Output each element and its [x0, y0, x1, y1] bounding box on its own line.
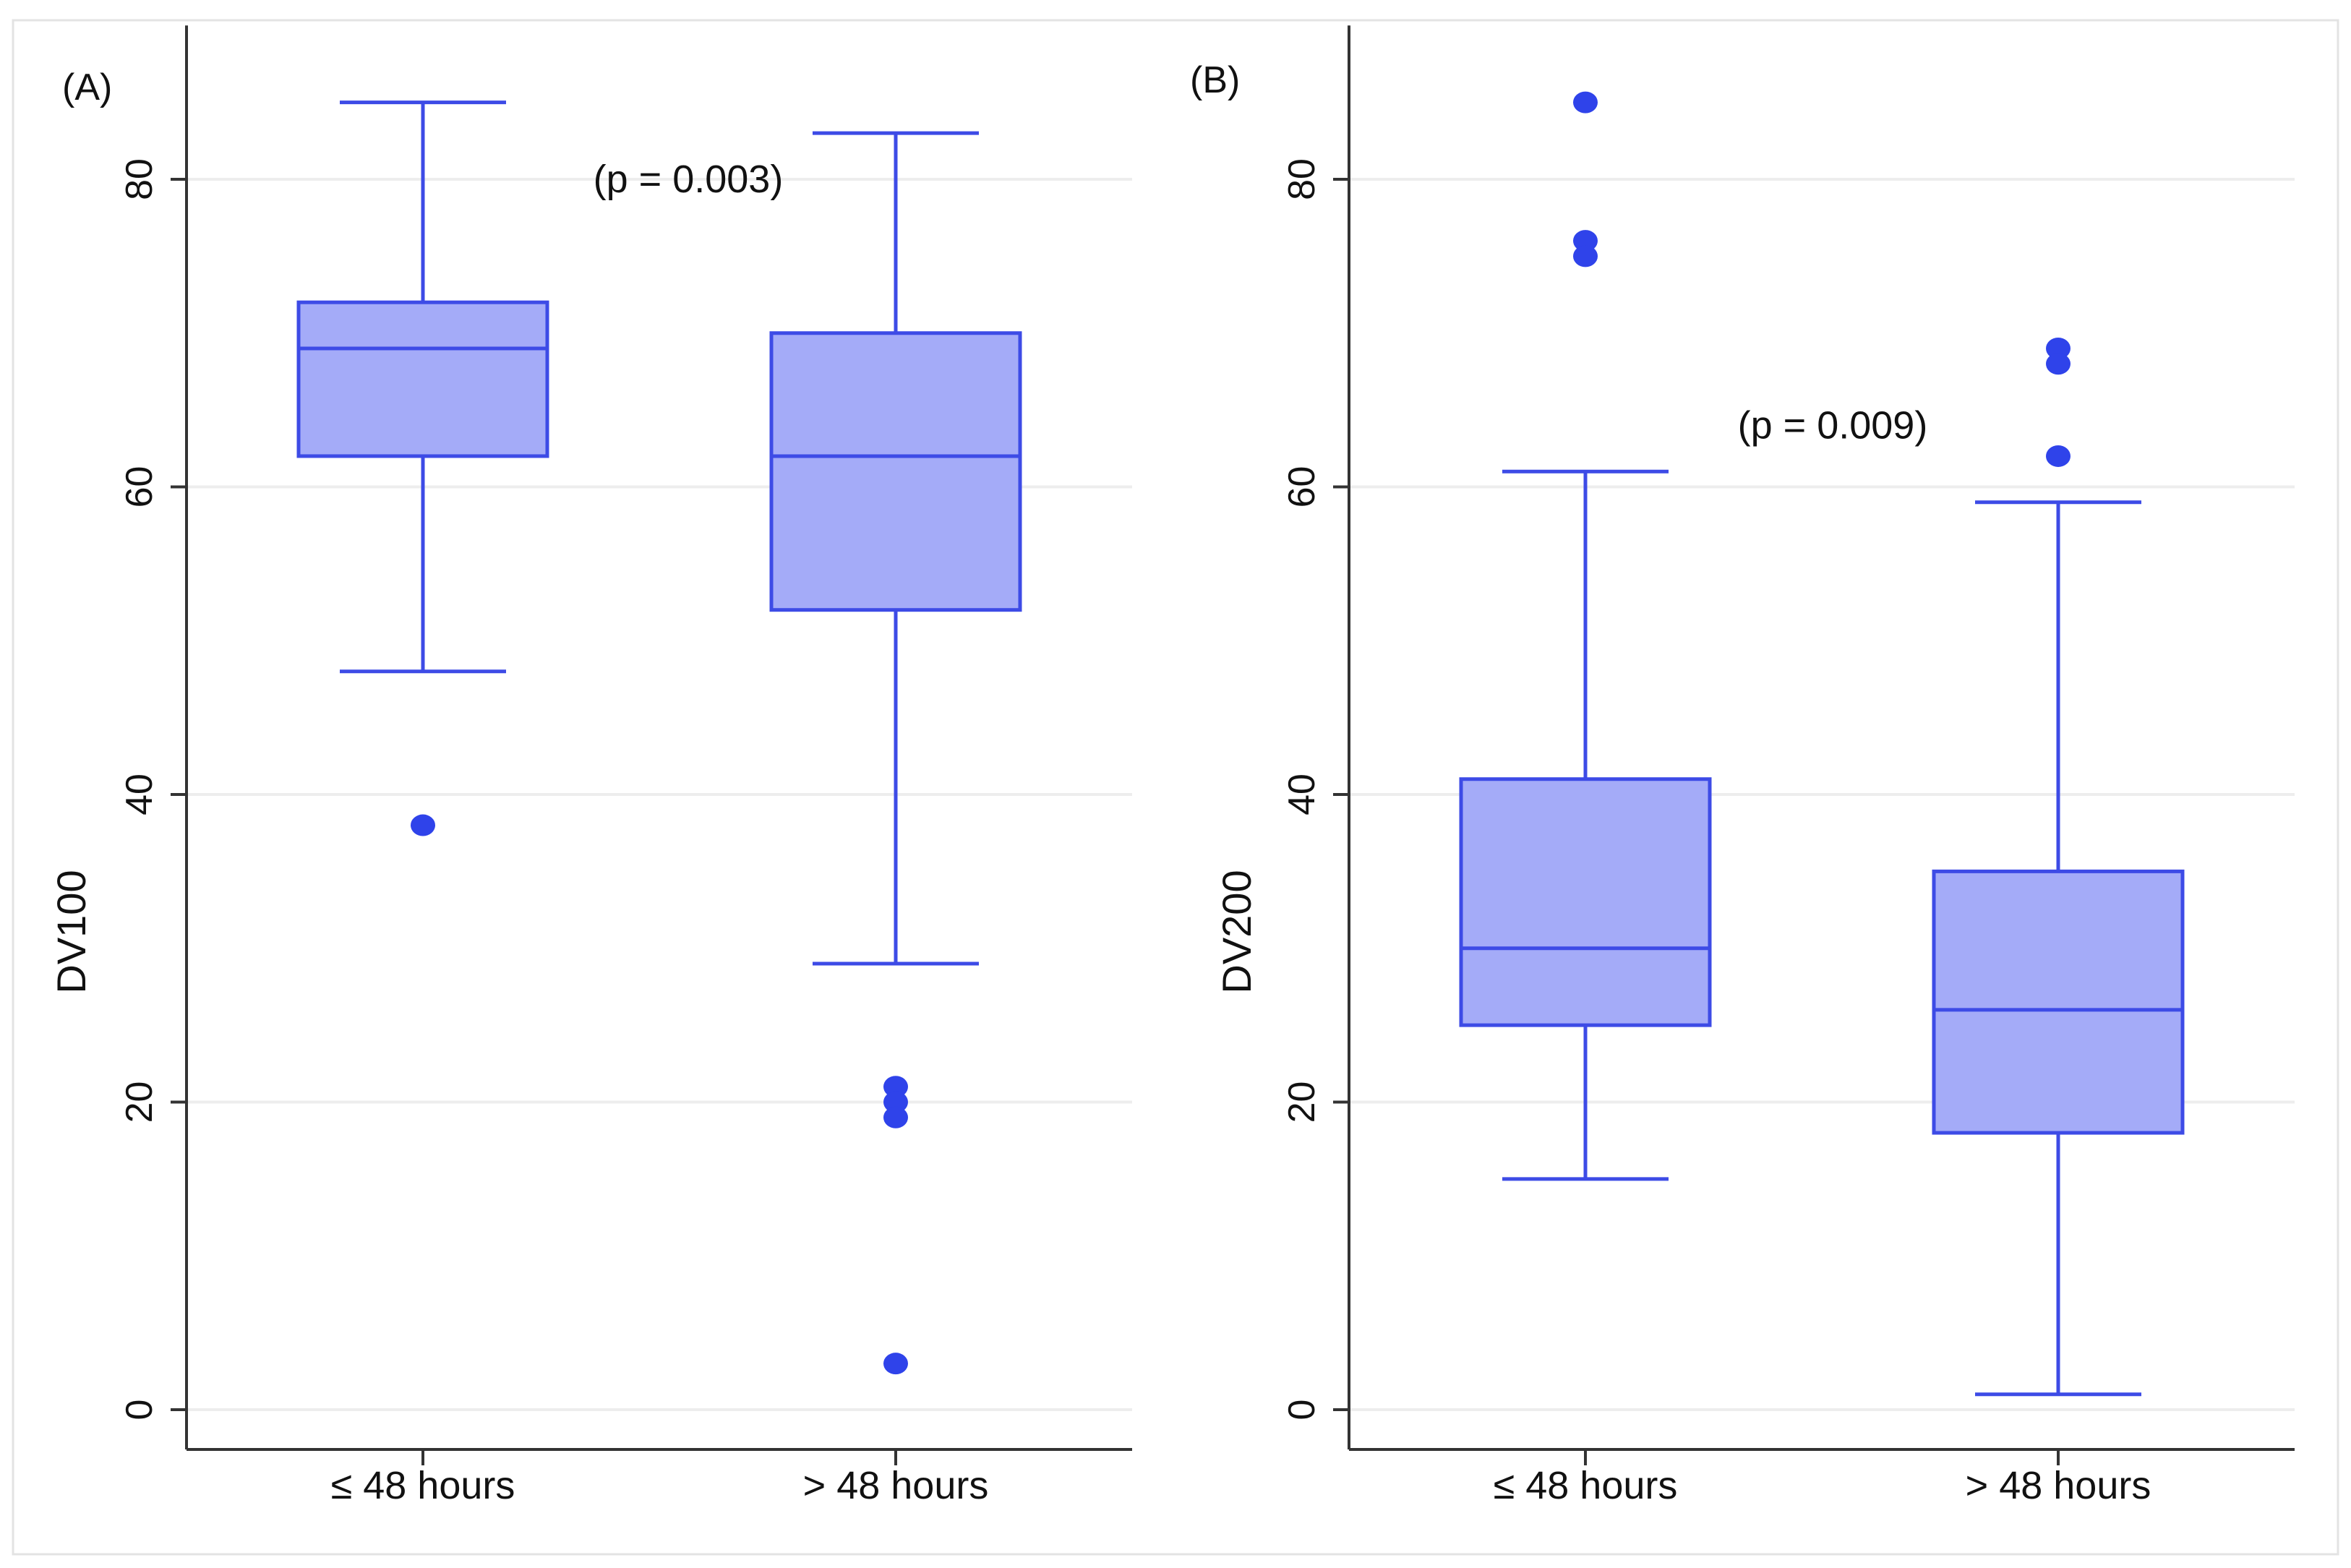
y-tick-label: 60	[119, 466, 160, 508]
y-axis-title: DV100	[48, 870, 94, 993]
y-tick-label: 20	[1281, 1081, 1323, 1123]
figure-frame	[12, 19, 2339, 1556]
outlier-point	[1573, 245, 1598, 267]
panel-label: (B)	[1190, 59, 1240, 101]
p-value-annotation: (p = 0.003)	[594, 158, 784, 201]
y-axis-title: DV200	[1214, 870, 1259, 993]
box-iqr	[769, 331, 1022, 612]
outlier-point	[883, 1076, 908, 1098]
y-tick-label: 20	[119, 1081, 160, 1123]
box-iqr	[1459, 777, 1712, 1027]
y-tick-label: 0	[119, 1400, 160, 1421]
panel-b: 0 20 40 60 80 ≤ 48 hours > 48 hours DV200 (B) (p …	[1190, 25, 2295, 1507]
p-value-annotation: (p = 0.009)	[1738, 403, 1928, 447]
y-tick-label: 80	[1281, 158, 1323, 200]
outlier-point	[2046, 445, 2070, 467]
box-iqr	[1932, 869, 2185, 1135]
x-category-label: ≤ 48 hours	[331, 1464, 515, 1507]
x-category-label: ≤ 48 hours	[1494, 1464, 1678, 1507]
y-tick-label: 40	[119, 774, 160, 815]
x-category-label: > 48 hours	[803, 1464, 989, 1507]
x-category-label: > 48 hours	[1966, 1464, 2151, 1507]
y-tick-label: 80	[119, 158, 160, 200]
box-iqr	[296, 300, 549, 458]
outlier-point	[1573, 91, 1598, 113]
panel-label: (A)	[62, 67, 112, 108]
outlier-point	[2046, 353, 2070, 375]
outlier-point	[411, 814, 435, 836]
y-tick-label: 0	[1281, 1400, 1323, 1421]
outlier-point	[883, 1353, 908, 1375]
panel-a: 0 20 40 60 80 ≤ 48 hours > 48 hours DV100 (A) (p …	[48, 25, 1132, 1507]
outlier-point	[883, 1091, 908, 1113]
outlier-point	[1573, 230, 1598, 252]
y-tick-label: 60	[1281, 466, 1323, 508]
outlier-point	[2046, 338, 2070, 360]
y-tick-label: 40	[1281, 774, 1323, 815]
outlier-point	[883, 1106, 908, 1128]
